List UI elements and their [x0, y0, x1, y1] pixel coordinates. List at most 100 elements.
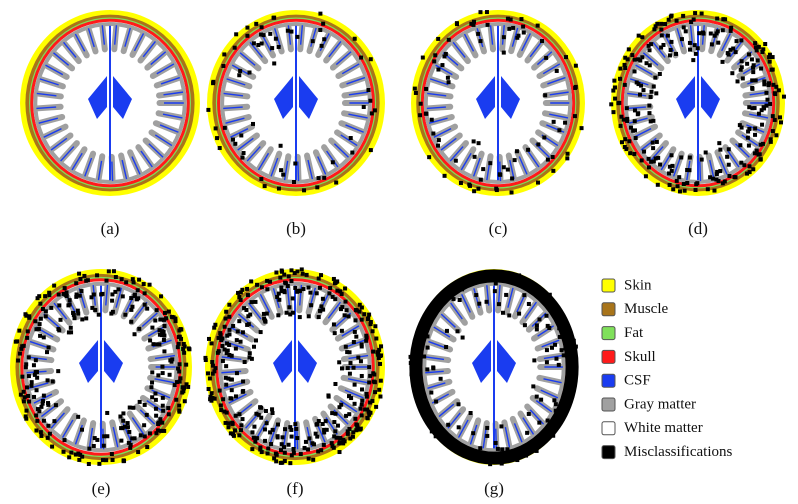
misclassified-pixel	[234, 414, 238, 418]
misclassified-pixel	[90, 295, 94, 299]
misclassified-pixel	[477, 302, 481, 306]
misclassified-pixel	[178, 362, 182, 366]
misclassified-pixel	[224, 383, 228, 387]
misclassified-pixel	[167, 412, 171, 416]
misclassified-pixel	[471, 431, 475, 435]
misclassified-pixel	[319, 273, 323, 277]
misclassified-pixel	[222, 52, 226, 56]
misclassified-pixel	[130, 305, 134, 309]
misclassified-pixel	[248, 70, 252, 74]
misclassified-pixel	[338, 450, 342, 454]
misclassified-pixel	[227, 343, 231, 347]
misclassified-pixel	[373, 380, 377, 384]
misclassified-pixel	[546, 419, 550, 423]
misclassified-pixel	[670, 153, 674, 157]
legend-label: Gray matter	[624, 396, 696, 412]
misclassified-pixel	[549, 306, 553, 310]
misclassified-pixel	[56, 369, 60, 373]
misclassified-pixel	[756, 58, 760, 62]
misclassified-pixel	[760, 123, 764, 127]
misclassified-pixel	[241, 389, 245, 393]
misclassified-pixel	[307, 457, 311, 461]
misclassified-pixel	[346, 366, 350, 370]
misclassified-pixel	[288, 461, 292, 465]
misclassified-pixel	[654, 91, 658, 95]
misclassified-pixel	[302, 188, 306, 192]
misclassified-pixel	[745, 62, 749, 66]
misclassified-pixel	[290, 435, 294, 439]
misclassified-pixel	[250, 300, 254, 304]
misclassified-pixel	[746, 130, 750, 134]
misclassified-pixel	[418, 350, 422, 354]
misclassified-pixel	[753, 133, 757, 137]
misclassified-pixel	[332, 420, 336, 424]
misclassified-pixel	[557, 363, 561, 367]
misclassified-pixel	[101, 458, 105, 462]
misclassified-pixel	[717, 179, 721, 183]
misclassified-pixel	[695, 181, 699, 185]
misclassified-pixel	[210, 360, 214, 364]
misclassified-pixel	[681, 14, 685, 18]
misclassified-pixel	[700, 12, 704, 16]
misclassified-pixel	[132, 280, 136, 284]
misclassified-pixel	[263, 319, 267, 323]
misclassified-pixel	[471, 276, 475, 280]
misclassified-pixel	[754, 78, 758, 82]
misclassified-pixel	[234, 32, 238, 36]
misclassified-pixel	[184, 363, 188, 367]
misclassified-pixel	[224, 364, 228, 368]
misclassified-pixel	[237, 73, 241, 77]
misclassified-pixel	[77, 272, 81, 276]
misclassified-pixel	[717, 141, 721, 145]
misclassified-pixel	[409, 372, 413, 376]
misclassified-pixel	[220, 344, 224, 348]
misclassified-pixel	[409, 361, 413, 365]
misclassified-pixel	[333, 281, 337, 285]
misclassified-pixel	[262, 33, 266, 37]
misclassified-pixel	[536, 24, 540, 28]
brain-image	[10, 269, 192, 466]
misclassified-pixel	[761, 142, 765, 146]
misclassified-pixel	[507, 313, 511, 317]
misclassified-pixel	[182, 351, 186, 355]
misclassified-pixel	[670, 14, 674, 18]
misclassified-pixel	[300, 267, 304, 271]
panel-label: (g)	[484, 479, 504, 498]
misclassified-pixel	[221, 397, 225, 401]
misclassified-pixel	[315, 423, 319, 427]
misclassified-pixel	[229, 397, 233, 401]
misclassified-pixel	[626, 57, 630, 61]
misclassified-pixel	[511, 26, 515, 30]
misclassified-pixel	[219, 333, 223, 337]
misclassified-pixel	[501, 311, 505, 315]
misclassified-pixel	[751, 66, 755, 70]
misclassified-pixel	[611, 110, 615, 114]
misclassified-pixel	[660, 33, 664, 37]
misclassified-pixel	[148, 431, 152, 435]
misclassified-pixel	[668, 53, 672, 57]
misclassified-pixel	[708, 175, 712, 179]
misclassified-pixel	[623, 83, 627, 87]
misclassified-pixel	[759, 157, 763, 161]
misclassified-pixel	[301, 287, 305, 291]
misclassified-pixel	[369, 148, 373, 152]
misclassified-pixel	[421, 56, 425, 60]
misclassified-pixel	[467, 183, 471, 187]
misclassified-pixel	[154, 398, 158, 402]
misclassified-pixel	[270, 46, 274, 50]
misclassified-pixel	[121, 294, 125, 298]
misclassified-pixel	[265, 421, 269, 425]
misclassified-pixel	[572, 339, 576, 343]
misclassified-pixel	[563, 346, 567, 350]
misclassified-pixel	[247, 355, 251, 359]
misclassified-pixel	[43, 294, 47, 298]
misclassified-pixel	[34, 429, 38, 433]
misclassified-pixel	[34, 413, 38, 417]
misclassified-pixel	[294, 427, 298, 431]
misclassified-pixel	[668, 183, 672, 187]
misclassified-pixel	[733, 175, 737, 179]
misclassified-pixel	[366, 317, 370, 321]
misclassified-pixel	[702, 32, 706, 36]
misclassified-pixel	[260, 25, 264, 29]
misclassified-pixel	[469, 411, 473, 415]
